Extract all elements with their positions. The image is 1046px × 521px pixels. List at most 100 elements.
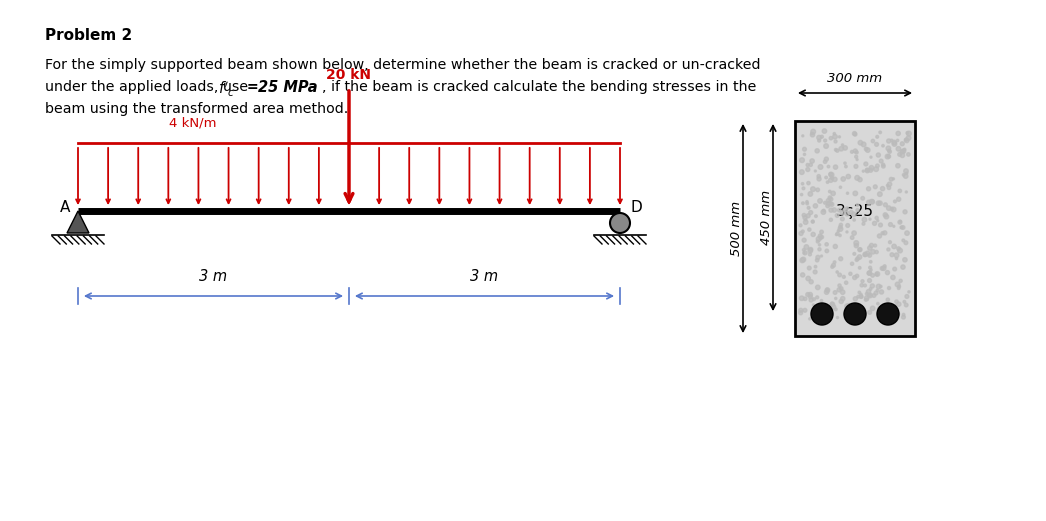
Text: 450 mm: 450 mm <box>760 190 773 245</box>
Point <box>881 284 897 292</box>
Point <box>855 194 871 203</box>
Point <box>879 268 895 277</box>
Point <box>812 163 828 171</box>
Point <box>893 147 910 156</box>
Point <box>835 294 851 303</box>
Point <box>821 200 838 208</box>
Point <box>886 265 903 273</box>
Point <box>849 206 866 214</box>
Point <box>824 300 841 308</box>
Point <box>877 201 893 209</box>
Point <box>880 295 896 304</box>
Point <box>804 217 821 226</box>
Point <box>796 249 813 257</box>
Point <box>813 252 829 260</box>
Point <box>825 303 842 312</box>
Point <box>840 301 857 309</box>
Point <box>865 247 882 256</box>
Point <box>847 147 864 155</box>
Point <box>836 272 852 281</box>
Text: For the simply supported beam shown below, determine whether the beam is cracked: For the simply supported beam shown belo… <box>45 58 760 72</box>
Point <box>804 128 821 136</box>
Point <box>891 218 908 226</box>
Point <box>879 181 895 190</box>
Point <box>897 188 914 196</box>
Point <box>896 297 913 306</box>
Point <box>797 249 814 257</box>
Point <box>890 195 907 203</box>
Point <box>874 160 891 169</box>
Point <box>896 208 913 216</box>
Point <box>818 240 835 249</box>
Point <box>806 268 823 276</box>
Point <box>848 155 865 164</box>
Point <box>882 147 899 156</box>
Point <box>823 200 840 208</box>
Point <box>816 301 833 309</box>
Point <box>840 172 857 181</box>
Point <box>852 309 869 318</box>
Point <box>828 268 845 276</box>
Point <box>797 214 814 222</box>
Point <box>827 145 844 154</box>
Point <box>877 229 893 237</box>
Point <box>892 277 909 285</box>
Point <box>809 293 825 302</box>
Point <box>811 133 827 142</box>
Point <box>861 308 878 317</box>
Point <box>891 282 908 291</box>
Point <box>824 263 841 271</box>
Point <box>822 134 839 142</box>
Point <box>837 205 854 214</box>
Point <box>847 189 864 197</box>
Point <box>850 292 867 301</box>
Point <box>881 183 897 192</box>
Point <box>901 288 917 296</box>
Point <box>877 210 893 219</box>
Point <box>883 136 900 144</box>
Point <box>832 223 848 231</box>
Point <box>877 303 893 311</box>
Point <box>886 138 903 146</box>
Point <box>802 190 819 198</box>
Point <box>859 294 876 302</box>
Point <box>887 315 904 323</box>
Point <box>796 236 813 244</box>
Point <box>802 245 819 254</box>
Point <box>827 138 844 146</box>
Point <box>897 239 914 247</box>
Point <box>887 312 904 320</box>
Point <box>899 229 915 237</box>
Point <box>869 270 886 278</box>
Point <box>890 244 907 253</box>
Point <box>810 238 826 246</box>
Point <box>847 162 864 170</box>
Point <box>881 146 897 155</box>
Point <box>876 264 892 272</box>
Point <box>876 162 892 170</box>
Point <box>802 160 819 169</box>
Point <box>839 204 856 213</box>
Point <box>839 228 856 236</box>
Point <box>847 294 864 303</box>
Text: 500 mm: 500 mm <box>730 201 744 256</box>
Point <box>846 129 863 138</box>
Point <box>833 221 849 229</box>
Point <box>795 199 812 207</box>
Point <box>796 145 813 153</box>
Point <box>815 208 832 216</box>
Point <box>794 168 811 176</box>
Point <box>871 232 888 240</box>
Point <box>886 222 903 230</box>
Point <box>896 256 913 264</box>
Point <box>820 163 837 171</box>
Point <box>870 282 887 291</box>
Point <box>846 250 863 258</box>
Text: =: = <box>242 80 264 94</box>
Point <box>869 217 886 225</box>
Point <box>818 155 835 163</box>
Point <box>852 292 869 301</box>
Point <box>826 132 843 141</box>
Point <box>802 296 819 304</box>
Text: beam using the transformed area method.: beam using the transformed area method. <box>45 102 348 116</box>
